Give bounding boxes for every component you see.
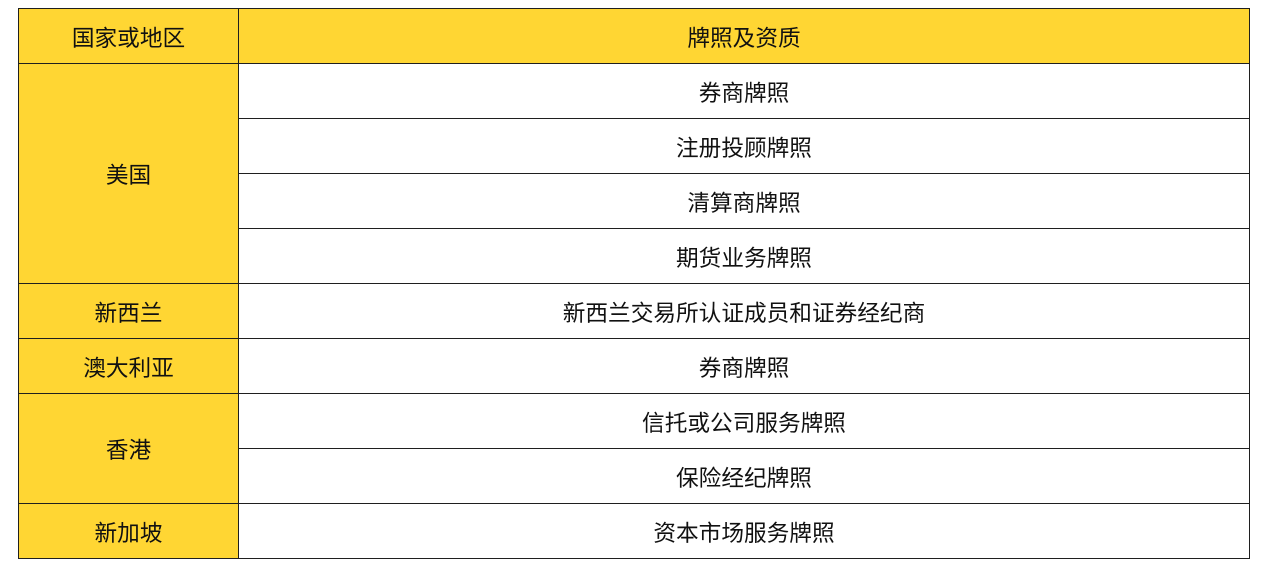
license-cell: 券商牌照 [239, 339, 1250, 394]
region-cell: 美国 [19, 64, 239, 284]
license-cell: 信托或公司服务牌照 [239, 394, 1250, 449]
header-region: 国家或地区 [19, 9, 239, 64]
table-row: 新西兰 新西兰交易所认证成员和证券经纪商 [19, 284, 1250, 339]
region-cell: 香港 [19, 394, 239, 504]
table-row: 美国 券商牌照 [19, 64, 1250, 119]
table-row: 香港 信托或公司服务牌照 [19, 394, 1250, 449]
region-cell: 新加坡 [19, 504, 239, 559]
license-cell: 保险经纪牌照 [239, 449, 1250, 504]
table-row: 澳大利亚 券商牌照 [19, 339, 1250, 394]
table-row: 新加坡 资本市场服务牌照 [19, 504, 1250, 559]
region-cell: 澳大利亚 [19, 339, 239, 394]
license-cell: 资本市场服务牌照 [239, 504, 1250, 559]
license-cell: 券商牌照 [239, 64, 1250, 119]
licenses-table: 国家或地区 牌照及资质 美国 券商牌照 注册投顾牌照 清算商牌照 期货业务牌照 … [18, 8, 1250, 559]
license-cell: 新西兰交易所认证成员和证券经纪商 [239, 284, 1250, 339]
license-cell: 清算商牌照 [239, 174, 1250, 229]
table-header-row: 国家或地区 牌照及资质 [19, 9, 1250, 64]
license-cell: 期货业务牌照 [239, 229, 1250, 284]
region-cell: 新西兰 [19, 284, 239, 339]
license-cell: 注册投顾牌照 [239, 119, 1250, 174]
table-body: 美国 券商牌照 注册投顾牌照 清算商牌照 期货业务牌照 新西兰 新西兰交易所认证… [19, 64, 1250, 559]
header-license: 牌照及资质 [239, 9, 1250, 64]
